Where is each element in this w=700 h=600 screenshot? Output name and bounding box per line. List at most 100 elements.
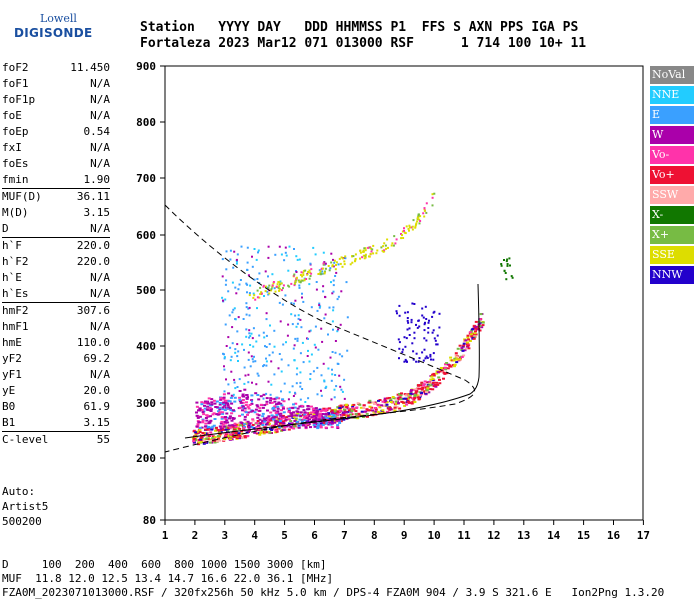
echo-dot (324, 267, 327, 270)
echo-dot (464, 339, 468, 342)
echo-dot (316, 366, 319, 369)
echo-dot (505, 278, 508, 281)
echo-dot (243, 407, 247, 410)
echo-dot (206, 402, 210, 405)
echo-dot (292, 427, 296, 430)
echo-dot (252, 296, 255, 299)
echo-dot (227, 406, 231, 409)
echo-dot (324, 262, 327, 265)
echo-dot (294, 414, 298, 417)
echo-dot (334, 275, 337, 277)
echo-dot (233, 400, 237, 403)
echo-dot (220, 420, 224, 423)
param-name: foF1p (2, 93, 36, 106)
echo-dot (460, 347, 464, 350)
echo-dot (281, 398, 285, 401)
echo-dot (330, 426, 334, 429)
echo-dot (226, 434, 230, 437)
echo-dot (433, 337, 436, 340)
echo-dot (251, 424, 255, 426)
echo-dot (319, 426, 323, 429)
echo-dot (416, 394, 420, 397)
echo-dot (224, 323, 227, 326)
param-name: fmin (2, 173, 29, 186)
echo-dot (209, 431, 213, 434)
echo-dot (238, 390, 242, 392)
echo-dot (297, 279, 300, 282)
echo-dot (293, 359, 296, 362)
echo-dot (251, 418, 255, 421)
echo-dot (238, 406, 242, 409)
echo-dot (431, 379, 435, 382)
echo-dot (335, 271, 338, 274)
echo-dot (404, 345, 407, 348)
echo-dot (255, 425, 259, 428)
echo-dot (444, 363, 447, 366)
echo-dot (218, 432, 222, 435)
echo-dot (408, 334, 411, 336)
echo-dot (335, 385, 338, 388)
echo-dot (321, 423, 325, 426)
echo-dot (340, 290, 343, 293)
echo-dot (264, 345, 266, 348)
echo-dot (218, 431, 222, 434)
echo-dot (289, 425, 293, 428)
echo-dot (298, 418, 302, 421)
echo-dot (374, 410, 378, 413)
echo-dot (470, 328, 474, 331)
echo-dot (235, 292, 238, 295)
echo-dot (208, 406, 212, 409)
echo-dot (269, 399, 272, 402)
echo-dot (294, 282, 297, 285)
param-value: N/A (90, 93, 110, 106)
echo-dot (248, 336, 251, 339)
param-value: 0.54 (83, 125, 111, 138)
echo-dot (396, 312, 398, 315)
echo-dot (201, 421, 205, 424)
echo-dot (284, 294, 287, 297)
echo-dot (445, 372, 449, 375)
echo-dot (244, 374, 247, 377)
echo-dot (383, 242, 386, 245)
echo-dot (197, 443, 201, 446)
echo-dot (313, 410, 317, 413)
echo-dot (259, 403, 263, 406)
echo-dot (269, 417, 273, 420)
echo-dot (266, 290, 269, 293)
echo-dot (231, 342, 234, 345)
echo-dot (354, 253, 357, 256)
echo-dot (373, 407, 377, 409)
echo-dot (436, 343, 439, 346)
echo-dot (235, 437, 239, 439)
echo-dot (479, 313, 483, 316)
echo-dot (247, 381, 250, 384)
echo-dot (320, 267, 323, 270)
echo-dot (428, 319, 430, 322)
echo-dot (267, 256, 270, 259)
echo-dot (272, 409, 276, 412)
echo-dot (280, 370, 283, 373)
echo-dot (268, 343, 271, 346)
echo-dot (463, 349, 467, 352)
echo-dot (253, 355, 255, 358)
echo-dot (404, 394, 408, 397)
echo-dot (205, 435, 209, 438)
echo-dot (504, 272, 507, 274)
echo-dot (312, 418, 315, 421)
echo-dot (410, 318, 413, 321)
echo-dot (436, 371, 440, 374)
echo-dot (203, 404, 206, 407)
echo-dot (295, 382, 298, 385)
echo-dot (261, 422, 265, 425)
echo-dot (462, 342, 466, 345)
y-tick-label: 600 (136, 229, 156, 242)
echo-dot (322, 362, 325, 365)
x-tick-label: 6 (311, 529, 318, 542)
echo-dot (428, 388, 432, 391)
echo-dot (234, 348, 237, 351)
echo-dot (288, 285, 291, 288)
echo-dot (506, 263, 509, 265)
echo-dot (233, 250, 236, 253)
echo-dot (332, 414, 336, 416)
echo-dot (201, 419, 205, 422)
